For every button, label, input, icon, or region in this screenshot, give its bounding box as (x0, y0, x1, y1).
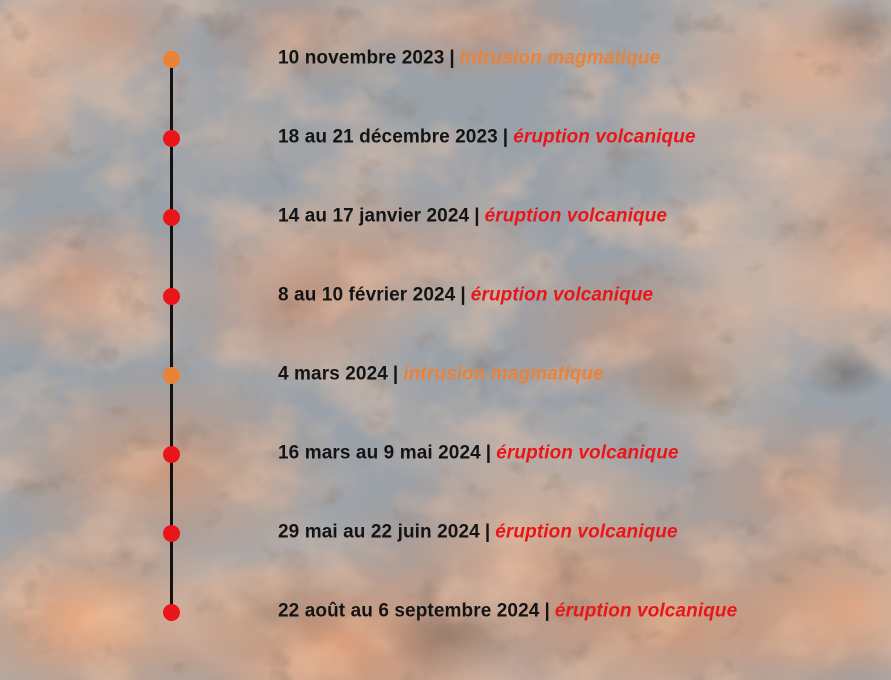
event-label: 4 mars 2024 | intrusion magmatique (278, 364, 604, 386)
event-type: éruption volcanique (495, 521, 678, 543)
event-type: intrusion magmatique (459, 47, 661, 69)
event-label: 18 au 21 décembre 2023 | éruption volcaniq… (278, 127, 696, 149)
event-separator: | (392, 363, 399, 385)
event-dot-intrusion (162, 50, 180, 68)
event-dot-eruption (162, 208, 180, 226)
event-type: éruption volcanique (496, 442, 679, 464)
event-label: 10 novembre 2023 | intrusion magmatique (278, 48, 660, 70)
event-label: 29 mai au 22 juin 2024 | éruption volcaniq… (278, 522, 678, 544)
event-separator: | (460, 284, 466, 306)
event-dot-eruption (162, 129, 180, 147)
event-date: 16 mars au 9 mai 2024 (278, 442, 481, 464)
event-type: intrusion magmatique (403, 363, 604, 385)
event-date: 29 mai au 22 juin 2024 (278, 521, 480, 543)
event-date: 14 au 17 janvier 2024 (278, 205, 470, 227)
event-dot-intrusion (162, 366, 180, 384)
event-date: 4 mars 2024 (278, 363, 388, 385)
event-dot-eruption (162, 287, 180, 305)
event-separator: | (544, 600, 550, 622)
event-separator: | (474, 205, 480, 227)
timeline-line (169, 59, 173, 612)
event-date: 8 au 10 février 2024 (278, 284, 456, 306)
event-label: 22 août au 6 septembre 2024 | éruption vol… (278, 601, 737, 623)
event-date: 22 août au 6 septembre 2024 (278, 600, 540, 622)
event-type: éruption volcanique (484, 205, 668, 227)
event-separator: | (449, 47, 455, 69)
event-date: 18 au 21 décembre 2023 (278, 126, 498, 148)
event-date: 10 novembre 2023 (278, 47, 445, 69)
event-dot-eruption (162, 603, 180, 621)
event-label: 16 mars au 9 mai 2024 | éruption volcaniqu… (278, 443, 679, 465)
event-separator: | (484, 521, 491, 543)
event-type: éruption volcanique (513, 126, 696, 148)
event-separator: | (485, 442, 492, 464)
event-dot-eruption (162, 445, 180, 463)
event-separator: | (502, 126, 509, 148)
event-label: 8 au 10 février 2024 | éruption volcanique (278, 285, 653, 307)
event-dot-eruption (162, 524, 180, 542)
event-type: éruption volcanique (470, 284, 654, 306)
event-type: éruption volcanique (554, 600, 738, 622)
event-label: 14 au 17 janvier 2024 | éruption volcaniqu… (278, 206, 667, 228)
